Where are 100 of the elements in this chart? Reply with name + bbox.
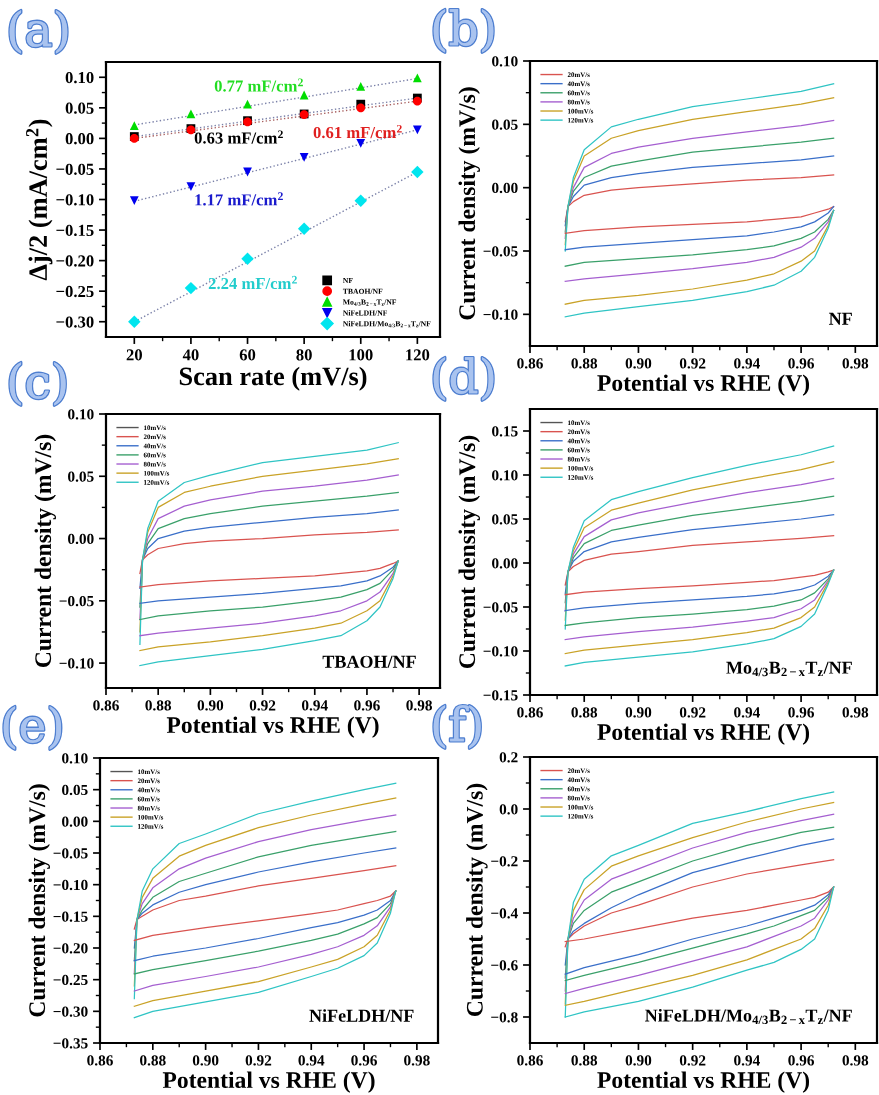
x-tick-label: 0.96 — [788, 707, 815, 718]
x-tick-label: 0.92 — [249, 700, 276, 711]
y-tick-label: −0.05 — [53, 848, 88, 859]
y-axis-title: Current density (mV/s) — [34, 434, 56, 668]
annotation: 1.17 mF/cm$^{2}$ — [195, 192, 283, 206]
x-tick-label: 0.92 — [679, 358, 706, 369]
y-tick-label: 0.2 — [499, 752, 518, 763]
x-tick-label: 0.90 — [625, 707, 652, 718]
x-tick-label: 0.90 — [625, 1055, 652, 1066]
x-axis-title: Scan rate (mV/s) — [179, 366, 367, 391]
y-tick-label: 0.00 — [62, 816, 88, 827]
y-axis-title: Current density (mV/s) — [458, 87, 480, 320]
x-tick-label: 0.96 — [788, 1055, 815, 1066]
x-tick-label: 0.94 — [301, 700, 328, 711]
x-tick-label: 0.88 — [571, 707, 598, 718]
annotation: Mo$_{4/3}$B$_{2−x}$T$_{z}$/NF — [726, 661, 852, 677]
y-tick-label: −0.15 — [56, 224, 94, 237]
y-tick-label: −0.05 — [483, 246, 518, 257]
y-tick-label: −0.05 — [56, 163, 94, 175]
chart-title: (b) — [433, 9, 494, 53]
chart-title: (a) — [9, 10, 68, 54]
x-tick-label: 0.94 — [734, 1055, 760, 1066]
annotation: NiFeLDH/NF — [309, 1009, 414, 1022]
y-axis-title: Current density (mV/s) — [466, 783, 488, 1017]
x-tick-label: 0.96 — [351, 1055, 377, 1066]
x-tick-label: 0.90 — [197, 700, 224, 711]
y-tick-label: −0.4 — [491, 908, 518, 919]
y-tick-label: −0.25 — [53, 974, 88, 986]
y-tick-label: −0.20 — [53, 943, 88, 954]
y-tick-label: −0.15 — [483, 690, 518, 701]
y-tick-label: 0.10 — [492, 56, 518, 67]
chart-title: (c) — [9, 362, 66, 406]
y-tick-label: 0.10 — [62, 753, 88, 764]
x-tick-label: 80 — [296, 349, 312, 361]
x-tick-label: 0.90 — [192, 1055, 219, 1066]
x-axis-title: Potential vs RHE (V) — [597, 374, 810, 396]
x-tick-label: 100 — [349, 349, 373, 361]
x-axis-title: Potential vs RHE (V) — [597, 723, 810, 745]
y-axis-title: Current density (mV/s) — [28, 784, 50, 1017]
x-tick-label: 0.92 — [679, 707, 706, 718]
x-axis-title: Potential vs RHE (V) — [162, 1071, 375, 1093]
y-tick-label: −0.10 — [53, 879, 88, 891]
y-tick-label: −0.2 — [491, 856, 518, 867]
chart-title: (f) — [433, 705, 481, 749]
y-tick-label: −0.15 — [53, 911, 88, 922]
y-tick-label: −0.10 — [56, 194, 94, 206]
y-tick-label: 0.05 — [492, 119, 518, 130]
y-tick-label: 0.00 — [68, 533, 94, 545]
annotation: 2.24 mF/cm$^{2}$ — [208, 275, 297, 290]
y-tick-label: 0.10 — [492, 470, 518, 481]
y-tick-label: 0.0 — [499, 804, 518, 815]
x-tick-label: 0.96 — [354, 700, 380, 711]
y-tick-label: 0.05 — [68, 471, 94, 482]
y-tick-label: 0.00 — [492, 558, 518, 569]
x-tick-label: 0.94 — [734, 707, 760, 718]
annotation: 0.61 mF/cm$^{2}$ — [313, 124, 402, 139]
x-tick-label: 0.86 — [517, 707, 543, 718]
chart-title: (e) — [3, 706, 62, 750]
y-tick-label: −0.35 — [53, 1038, 88, 1049]
y-tick-label: −0.10 — [59, 658, 94, 669]
x-axis-title: Potential vs RHE (V) — [597, 1071, 810, 1093]
x-tick-label: 0.98 — [842, 358, 869, 369]
x-tick-label: 0.96 — [788, 358, 815, 369]
annotation: NF — [828, 312, 852, 325]
x-tick-label: 20 — [126, 349, 142, 361]
y-tick-label: −0.30 — [56, 316, 94, 328]
x-tick-label: 0.88 — [140, 1055, 166, 1066]
x-tick-label: 0.94 — [298, 1055, 325, 1066]
chart-title: (d) — [433, 357, 494, 401]
y-tick-label: 0.15 — [492, 426, 518, 437]
x-tick-label: 0.98 — [842, 707, 869, 718]
annotation: TBAOH/NF — [322, 655, 416, 668]
x-tick-label: 0.98 — [406, 700, 432, 711]
y-tick-label: 0.00 — [492, 182, 518, 194]
y-tick-label: −0.10 — [483, 646, 518, 657]
y-tick-label: 0.05 — [62, 784, 88, 796]
x-axis-title: Potential vs RHE (V) — [166, 716, 379, 738]
x-tick-label: 0.88 — [145, 700, 172, 711]
annotation: 0.77 mF/cm$^{2}$ — [214, 78, 303, 92]
y-tick-label: −0.05 — [483, 602, 518, 613]
x-tick-label: 0.88 — [571, 1055, 598, 1066]
y-tick-label: 0.10 — [65, 71, 94, 84]
x-tick-label: 60 — [239, 349, 256, 361]
y-tick-label: −0.25 — [56, 285, 94, 298]
annotation: 0.63 mF/cm$^{2}$ — [194, 130, 283, 144]
y-tick-label: −0.20 — [56, 255, 94, 267]
y-axis-title: Δj/2 (mA/cm$^{2}$) — [26, 119, 53, 281]
y-tick-label: −0.8 — [491, 1012, 518, 1023]
y-tick-label: −0.05 — [59, 595, 94, 607]
x-tick-label: 0.88 — [571, 358, 598, 369]
annotation: NiFeLDH/Mo$_{4/3}$B$_{2−x}$T$_{z}$/NF — [645, 1008, 852, 1025]
x-tick-label: 0.86 — [93, 700, 119, 711]
x-tick-label: 0.94 — [734, 358, 760, 369]
y-tick-label: −0.30 — [53, 1006, 88, 1017]
x-tick-label: 40 — [182, 349, 199, 361]
x-tick-label: 0.98 — [842, 1055, 869, 1066]
x-tick-label: 120 — [406, 349, 430, 361]
x-tick-label: 0.90 — [625, 358, 652, 369]
x-tick-label: 0.92 — [679, 1055, 706, 1066]
y-tick-label: −0.6 — [491, 960, 518, 971]
